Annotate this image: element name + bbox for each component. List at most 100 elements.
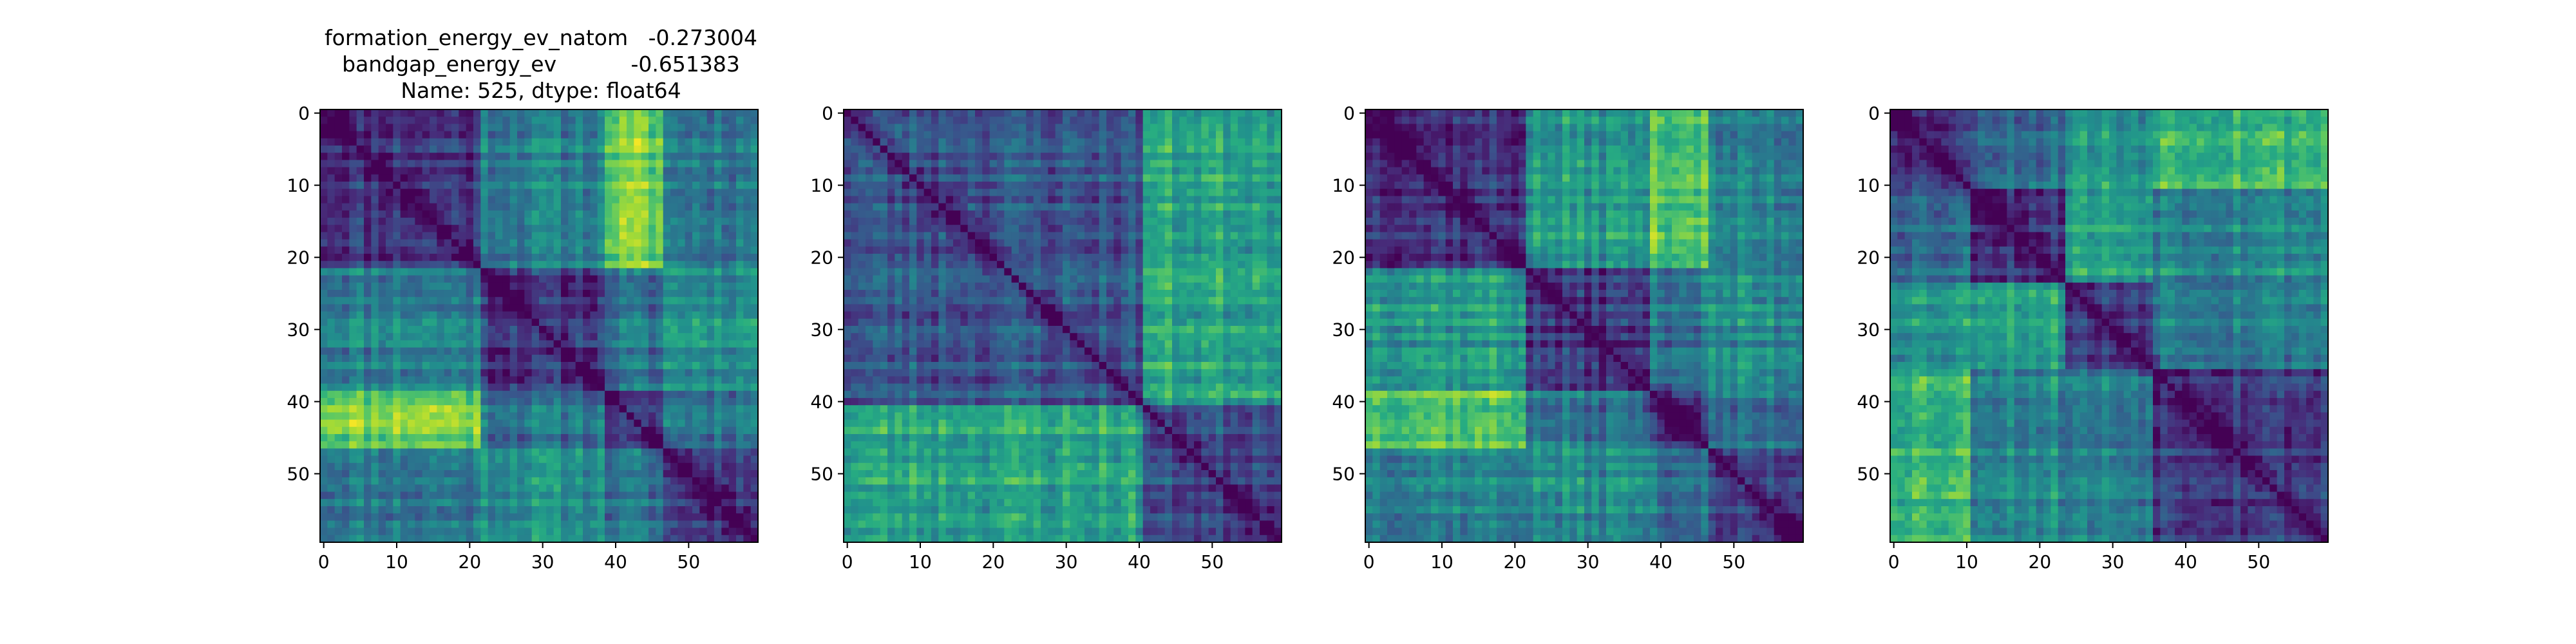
heatmap-cell	[488, 318, 496, 327]
heatmap-cell	[546, 261, 554, 269]
heatmap-cell	[356, 498, 365, 507]
heatmap-cell	[750, 347, 759, 355]
heatmap-cell	[466, 354, 474, 363]
heatmap-cell	[619, 138, 627, 146]
heatmap-cell	[1157, 203, 1166, 211]
heatmap-cell	[641, 218, 649, 225]
heatmap-cell	[1164, 210, 1173, 218]
heatmap-cell	[1092, 109, 1100, 117]
heatmap-cell	[437, 174, 445, 182]
heatmap-cell	[415, 182, 423, 189]
heatmap-cell	[327, 203, 336, 211]
heatmap-cell	[1084, 109, 1092, 117]
heatmap-cell	[444, 434, 452, 442]
heatmap-cell	[743, 362, 752, 370]
heatmap-cell	[473, 290, 481, 298]
heatmap-cell	[627, 455, 634, 464]
heatmap-cell	[895, 160, 903, 168]
heatmap-cell	[1004, 109, 1012, 117]
heatmap-cell	[1179, 174, 1188, 182]
heatmap-cell	[1179, 218, 1188, 225]
heatmap-cell	[568, 498, 576, 507]
heatmap-cell	[923, 131, 932, 139]
heatmap-cell	[699, 275, 708, 283]
heatmap-cell	[1164, 218, 1173, 225]
heatmap-cell	[1041, 261, 1048, 269]
heatmap-cell	[583, 477, 591, 485]
heatmap-cell	[743, 117, 752, 124]
heatmap-cell	[663, 138, 671, 146]
heatmap-cell	[546, 146, 554, 153]
heatmap-cell	[393, 527, 401, 536]
heatmap-cell	[641, 131, 649, 139]
heatmap-cell	[502, 470, 511, 478]
heatmap-cell	[656, 390, 664, 399]
heatmap-cell	[597, 225, 605, 232]
heatmap-cell	[437, 347, 445, 355]
heatmap-cell	[408, 419, 415, 428]
heatmap-cell	[422, 520, 430, 529]
heatmap-cell	[938, 174, 947, 182]
heatmap-cell	[634, 412, 642, 421]
heatmap-cell	[670, 282, 678, 290]
heatmap-cell	[575, 268, 583, 276]
heatmap-cell	[627, 146, 634, 153]
heatmap-cell	[1238, 203, 1245, 211]
heatmap-cell	[627, 498, 634, 507]
heatmap-cell	[334, 290, 343, 298]
heatmap-cell	[982, 124, 990, 132]
heatmap-cell	[371, 426, 379, 435]
heatmap-cell	[437, 506, 445, 514]
heatmap-cell	[699, 347, 708, 355]
heatmap-cell	[677, 268, 686, 276]
heatmap-cell	[356, 282, 365, 290]
heatmap-cell	[844, 196, 851, 204]
heatmap-cell	[451, 405, 459, 413]
heatmap-cell	[670, 470, 678, 478]
heatmap-cell	[408, 390, 415, 399]
heatmap-cell	[750, 261, 759, 269]
heatmap-cell	[677, 484, 686, 493]
heatmap-cell	[1099, 232, 1107, 240]
heatmap-cell	[349, 362, 357, 370]
heatmap-cell	[967, 153, 976, 160]
heatmap-cell	[524, 160, 533, 168]
heatmap-cell	[641, 225, 649, 232]
heatmap-cell	[459, 448, 467, 457]
heatmap-cell	[349, 189, 357, 196]
heatmap-cell	[371, 498, 379, 507]
heatmap-cell	[1194, 167, 1202, 175]
heatmap-cell	[743, 326, 752, 334]
heatmap-cell	[575, 405, 583, 413]
heatmap-cell	[502, 376, 511, 384]
heatmap-cell	[531, 218, 540, 225]
heatmap-cell	[502, 160, 511, 168]
heatmap-cell	[887, 268, 895, 276]
heatmap-cell	[743, 225, 752, 232]
heatmap-cell	[459, 124, 467, 132]
heatmap-cell	[743, 261, 752, 269]
heatmap-cell	[393, 419, 401, 428]
heatmap-cell	[728, 527, 737, 536]
heatmap-cell	[728, 304, 737, 312]
heatmap-cell	[349, 182, 357, 189]
heatmap-cell	[583, 462, 591, 471]
heatmap-cell	[334, 218, 343, 225]
heatmap-cell	[1026, 146, 1034, 153]
heatmap-cell	[349, 311, 357, 319]
heatmap-cell	[880, 203, 888, 211]
heatmap-cell	[400, 470, 408, 478]
heatmap-cell	[1099, 182, 1107, 189]
heatmap-cell	[415, 290, 423, 298]
heatmap-cell	[641, 362, 649, 370]
heatmap-cell	[677, 160, 686, 168]
heatmap-cell	[539, 210, 547, 218]
heatmap-cell	[909, 203, 917, 211]
heatmap-cell	[502, 174, 511, 182]
heatmap-cell	[524, 484, 533, 493]
heatmap-cell	[473, 412, 481, 421]
heatmap-cell	[400, 246, 408, 254]
heatmap-cell	[685, 470, 693, 478]
heatmap-cell	[393, 491, 401, 500]
